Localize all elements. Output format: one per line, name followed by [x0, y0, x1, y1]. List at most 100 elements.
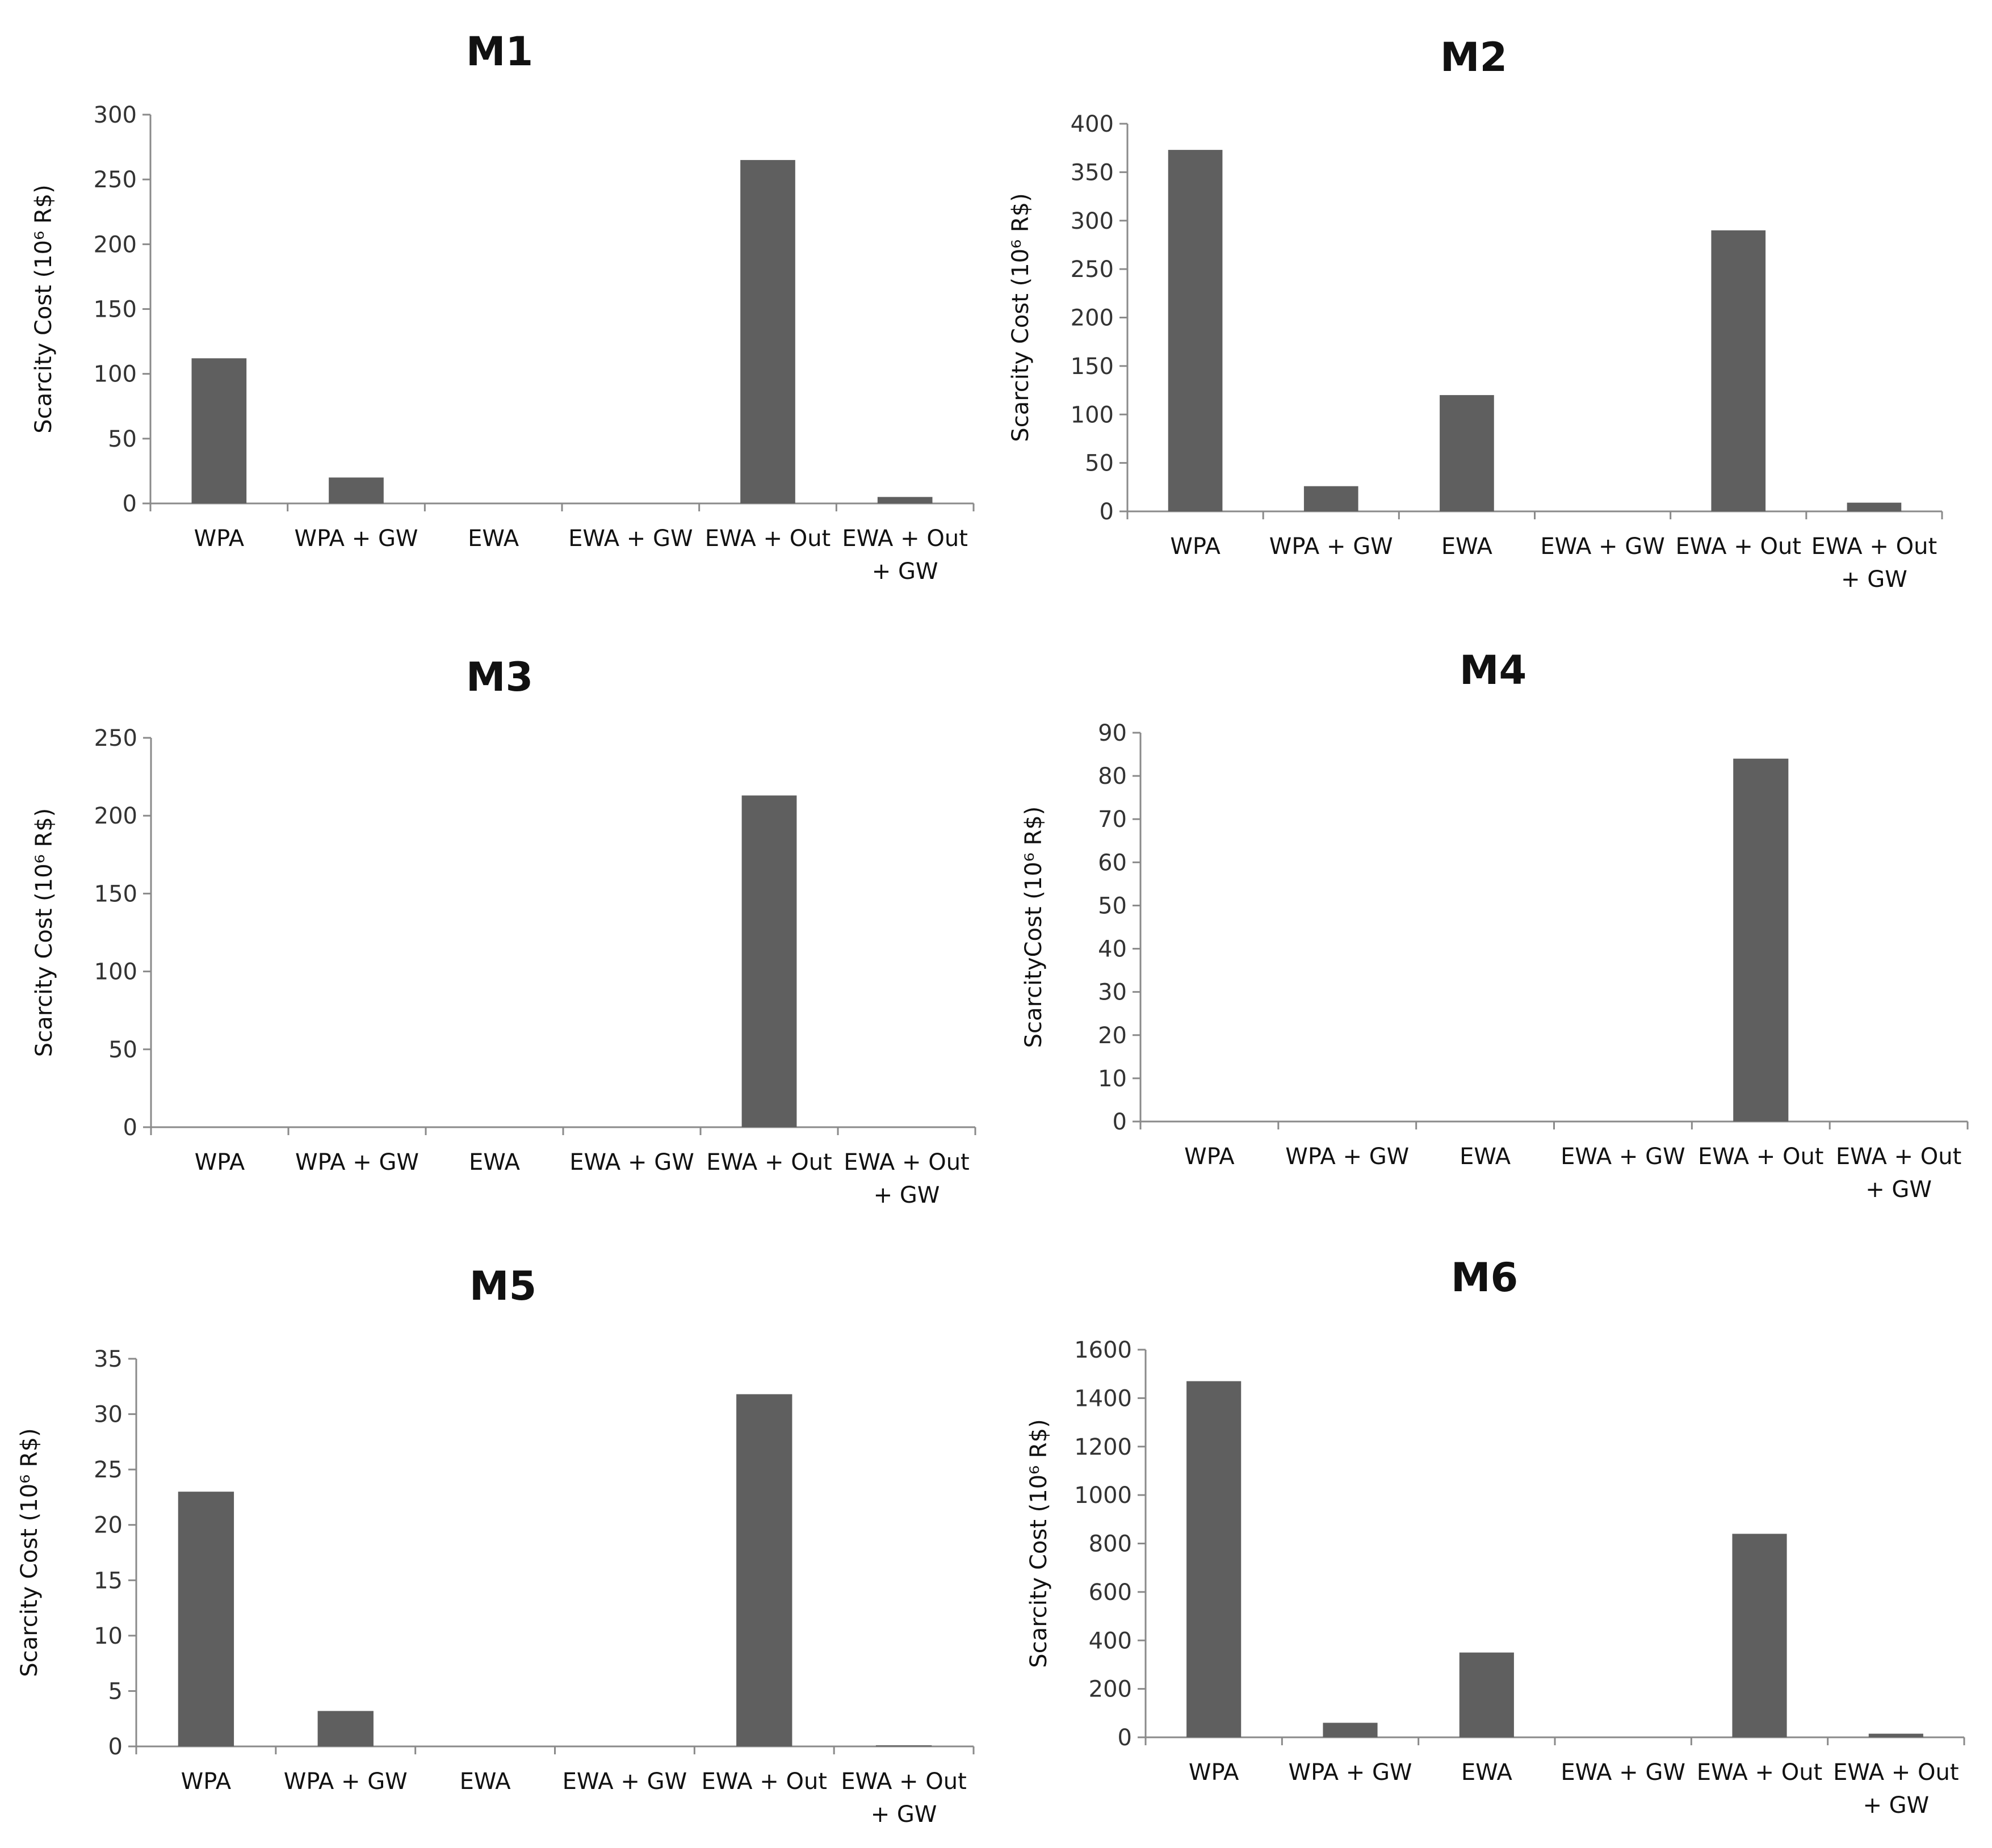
- y-tick-label: 50: [108, 426, 137, 452]
- x-tick-label: EWA + Out: [1836, 1144, 1961, 1170]
- x-tick-label: WPA: [181, 1769, 232, 1795]
- y-tick-label: 50: [108, 1037, 137, 1063]
- bar-6: [875, 1745, 932, 1746]
- x-tick-label: EWA + Out: [844, 1149, 969, 1175]
- bar-6: [1868, 1733, 1923, 1737]
- bar-2: [329, 477, 384, 503]
- y-tick-label: 0: [123, 1115, 137, 1141]
- chart-6: M6 0 200 400 600 800 1000 1200 1400 1600 Scarcity …: [1026, 1254, 1965, 1818]
- y-tick-label: 200: [1071, 305, 1114, 331]
- y-tick-label: 30: [94, 1402, 123, 1428]
- bar-3: [1440, 395, 1494, 511]
- y-tick-label: 200: [94, 803, 137, 829]
- chart-title: M3: [466, 654, 533, 700]
- bar-1: [1186, 1381, 1242, 1737]
- x-tick-label: EWA: [460, 1769, 511, 1795]
- chart-title: M5: [469, 1263, 536, 1309]
- x-tick-label: + GW: [871, 1801, 937, 1828]
- y-tick-label: 250: [1071, 257, 1114, 283]
- bar-5: [1733, 758, 1789, 1122]
- bar-2: [1303, 486, 1358, 511]
- y-tick-label: 70: [1098, 807, 1127, 833]
- y-tick-label: 10: [94, 1623, 123, 1649]
- bar-6: [1847, 502, 1902, 511]
- bar-5: [741, 795, 797, 1127]
- y-tick-label: 90: [1098, 720, 1127, 746]
- y-tick-label: 0: [108, 1734, 123, 1760]
- y-axis-label: Scarcity Cost (10⁶ R$): [1008, 193, 1034, 442]
- y-tick-label: 100: [1071, 402, 1114, 428]
- x-tick-label: EWA + GW: [568, 526, 693, 552]
- bar-6: [877, 497, 933, 503]
- y-tick-label: 60: [1098, 850, 1127, 876]
- y-tick-label: 250: [94, 725, 137, 751]
- bar-5: [736, 1394, 792, 1746]
- chart-title: M2: [1440, 34, 1507, 81]
- y-axis-label: ScarcityCost (10⁶ R$): [1021, 807, 1047, 1048]
- y-tick-label: 350: [1071, 159, 1114, 186]
- y-tick-label: 35: [94, 1346, 123, 1372]
- x-tick-label: + GW: [1841, 566, 1907, 593]
- x-tick-label: EWA + Out: [1833, 1759, 1959, 1786]
- x-tick-label: EWA: [469, 1149, 521, 1175]
- chart-title: M4: [1460, 647, 1526, 694]
- x-tick-label: EWA + Out: [1811, 534, 1937, 560]
- y-tick-label: 50: [1085, 451, 1114, 477]
- x-tick-label: EWA: [468, 526, 519, 552]
- x-tick-label: EWA + Out: [841, 1769, 966, 1795]
- y-axis-label: Scarcity Cost (10⁶ R$): [31, 184, 57, 433]
- y-tick-label: 150: [1071, 354, 1114, 380]
- y-tick-label: 600: [1089, 1580, 1132, 1606]
- y-axis-label: Scarcity Cost (10⁶ R$): [16, 1428, 43, 1677]
- bar-1: [191, 358, 247, 503]
- chart-title: M6: [1451, 1254, 1518, 1301]
- x-tick-label: EWA + Out: [1698, 1144, 1823, 1170]
- y-tick-label: 40: [1098, 936, 1127, 963]
- y-tick-label: 200: [1089, 1677, 1132, 1703]
- bar-1: [178, 1492, 234, 1746]
- y-tick-label: 1600: [1074, 1337, 1132, 1363]
- x-tick-label: WPA: [1170, 534, 1221, 560]
- y-tick-label: 0: [1100, 499, 1114, 525]
- y-tick-label: 300: [94, 102, 137, 128]
- y-tick-label: 5: [108, 1678, 123, 1704]
- x-tick-label: EWA: [1441, 534, 1493, 560]
- chart-1: M1 0 50 100 150 200 250 300 Scarcity Cost (10⁶ R…: [31, 28, 975, 585]
- x-tick-label: WPA: [194, 526, 245, 552]
- chart-3: M3 0 50 100 150 200 250 Scarcity Cost (10⁶ R$) W…: [31, 654, 976, 1208]
- x-tick-label: + GW: [1863, 1792, 1929, 1818]
- y-tick-label: 1200: [1074, 1434, 1132, 1460]
- x-tick-label: EWA + Out: [1676, 534, 1801, 560]
- bar-5: [1711, 230, 1766, 511]
- y-tick-label: 100: [94, 959, 137, 985]
- y-tick-label: 150: [94, 297, 137, 323]
- y-tick-label: 800: [1089, 1531, 1132, 1557]
- x-tick-label: EWA + Out: [706, 1149, 832, 1175]
- x-tick-label: EWA: [1461, 1759, 1513, 1786]
- y-tick-label: 400: [1089, 1628, 1132, 1654]
- y-tick-label: 0: [123, 491, 137, 517]
- x-tick-label: EWA + Out: [702, 1769, 827, 1795]
- x-tick-label: EWA + GW: [1561, 1759, 1685, 1786]
- y-tick-label: 80: [1098, 763, 1127, 789]
- y-tick-label: 10: [1098, 1066, 1127, 1092]
- x-tick-label: WPA: [1189, 1759, 1239, 1786]
- x-tick-label: EWA + GW: [1540, 534, 1665, 560]
- chart-2: M2 0 50 100 150 200 250 300 350 400 Scarcity Cost …: [1008, 34, 1943, 593]
- chart-title: M1: [466, 28, 533, 75]
- y-tick-label: 1400: [1074, 1385, 1132, 1412]
- y-tick-label: 25: [94, 1457, 123, 1483]
- x-tick-label: EWA + Out: [1697, 1759, 1822, 1786]
- y-tick-label: 30: [1098, 980, 1127, 1006]
- bar-1: [1168, 150, 1223, 511]
- bar-5: [1732, 1534, 1787, 1737]
- y-tick-label: 0: [1113, 1109, 1127, 1135]
- y-tick-label: 50: [1098, 893, 1127, 919]
- x-tick-label: WPA: [195, 1149, 245, 1175]
- x-tick-label: WPA + GW: [1289, 1759, 1412, 1786]
- x-tick-label: EWA + GW: [569, 1149, 694, 1175]
- bar-2: [1323, 1723, 1378, 1737]
- x-tick-label: EWA + Out: [842, 526, 967, 552]
- x-tick-label: + GW: [1865, 1177, 1932, 1203]
